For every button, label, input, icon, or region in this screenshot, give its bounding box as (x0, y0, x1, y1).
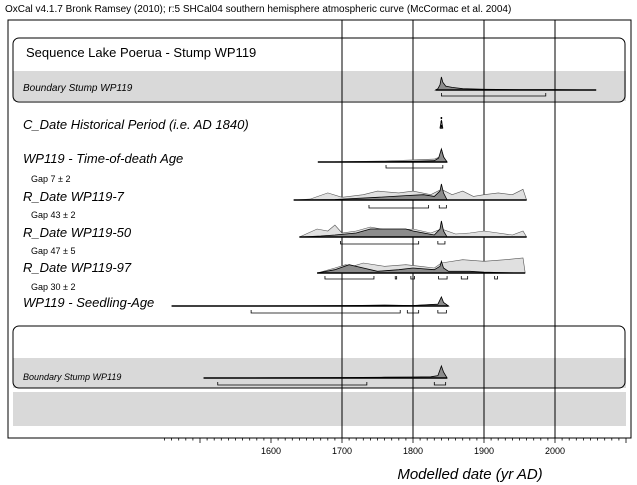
x-axis-label: Modelled date (yr AD) (397, 466, 542, 483)
row-label: Boundary Stump WP119 (23, 83, 133, 94)
range-bracket (441, 93, 547, 97)
row-label: WP119 - Seedling-Age (23, 295, 154, 310)
row-label: Boundary Stump WP119 (23, 372, 121, 382)
range-bracket (410, 276, 415, 280)
range-bracket (250, 310, 401, 314)
range-bracket (340, 241, 420, 245)
group-boxes: Sequence Lake Poerua - Stump WP119 (12, 37, 626, 389)
x-tick-label: 2000 (545, 446, 565, 456)
row-labels: Boundary Stump WP119 C_Date Historical Pe… (23, 83, 249, 382)
range-bracket (433, 382, 447, 386)
range-bracket (438, 205, 447, 209)
row-label: WP119 - Time-of-death Age (23, 151, 183, 166)
row-label: R_Date WP119-50 (23, 225, 132, 240)
range-bracket (437, 241, 446, 245)
x-tick-label: 1700 (332, 446, 352, 456)
group-box (12, 325, 626, 389)
gap-label: Gap 30 ± 2 (31, 282, 75, 292)
likelihood-curve (317, 148, 448, 163)
posterior-curve (317, 259, 520, 274)
x-tick-label: 1800 (403, 446, 423, 456)
range-bracket (438, 276, 448, 280)
range-bracket (406, 310, 420, 314)
x-tick-label: 1900 (474, 446, 494, 456)
group-title: Sequence Lake Poerua - Stump WP119 (26, 45, 256, 60)
range-bracket (460, 276, 469, 280)
distributions (171, 76, 597, 386)
posterior-curve (299, 220, 448, 238)
gap-label: Gap 7 ± 2 (31, 174, 70, 184)
plot-frame (7, 19, 632, 439)
x-axis: 1600 1700 1800 1900 2000 (164, 438, 627, 456)
range-bracket (437, 310, 447, 314)
gap-label: Gap 47 ± 5 (31, 246, 75, 256)
row-label: C_Date Historical Period (i.e. AD 1840) (23, 117, 249, 132)
range-bracket (368, 205, 430, 209)
range-bracket (394, 276, 398, 280)
row-label: R_Date WP119-97 (23, 260, 132, 275)
shade-band (13, 392, 626, 426)
range-bracket (385, 165, 444, 169)
group-box (12, 37, 626, 103)
likelihood-curve (171, 296, 450, 307)
range-bracket (217, 382, 368, 386)
row-label: R_Date WP119-7 (23, 189, 125, 204)
range-bracket (494, 276, 498, 280)
gap-label: Gap 43 ± 2 (31, 210, 75, 220)
header-text: OxCal v4.1.7 Bronk Ramsey (2010); r:5 SH… (5, 4, 511, 15)
x-tick-label: 1600 (261, 446, 281, 456)
posterior-curve (171, 296, 450, 307)
shade-bands (13, 71, 626, 426)
shade-band (13, 358, 626, 388)
posterior-curve (293, 183, 448, 201)
range-bracket (324, 276, 375, 280)
